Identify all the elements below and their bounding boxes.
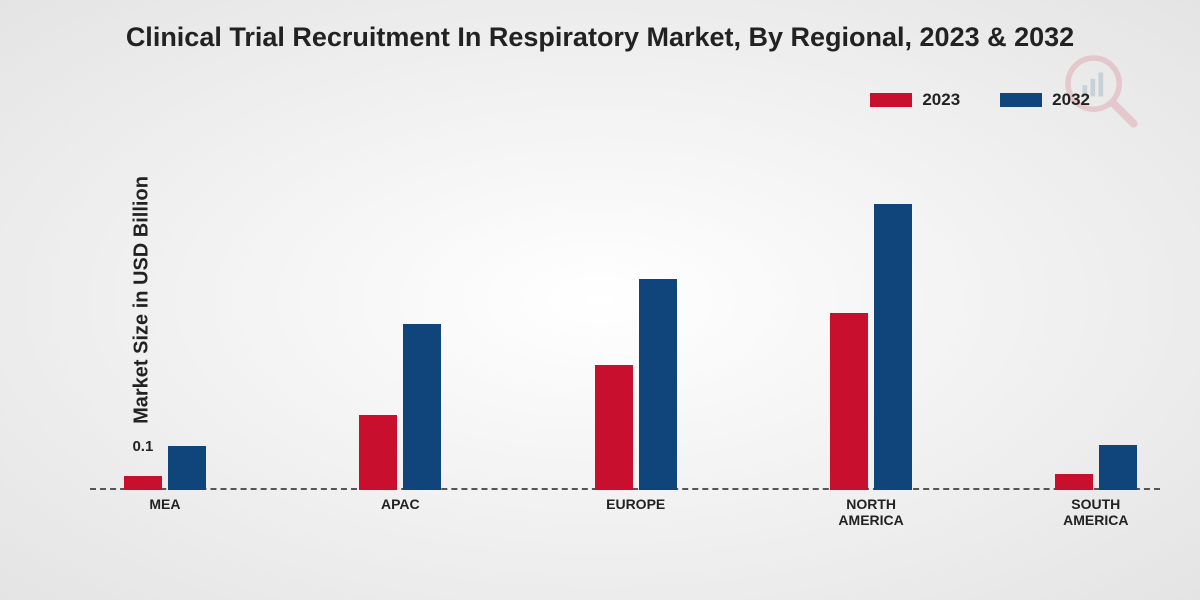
legend-item-2032: 2032 [1000, 90, 1090, 110]
legend-label-2032: 2032 [1052, 90, 1090, 110]
bar-group-na: NORTH AMERICA [830, 204, 912, 490]
bar-na-2023 [830, 313, 868, 490]
legend: 2023 2032 [870, 90, 1090, 110]
bar-apac-2032 [403, 324, 441, 490]
legend-swatch-2023 [870, 93, 912, 107]
bar-eu-2023 [595, 365, 633, 490]
legend-label-2023: 2023 [922, 90, 960, 110]
x-label-mea: MEA [149, 496, 180, 512]
value-label-mea-2023: 0.1 [132, 438, 153, 455]
bar-group-apac: APAC [359, 324, 441, 490]
bar-mea-2023 [124, 476, 162, 490]
bar-sa-2023 [1055, 474, 1093, 490]
x-label-apac: APAC [381, 496, 420, 512]
bar-apac-2023 [359, 415, 397, 490]
bar-sa-2032 [1099, 445, 1137, 490]
x-label-sa: SOUTH AMERICA [1063, 496, 1128, 528]
x-label-na: NORTH AMERICA [838, 496, 903, 528]
bar-mea-2032 [168, 446, 206, 490]
x-label-eu: EUROPE [606, 496, 665, 512]
legend-item-2023: 2023 [870, 90, 960, 110]
chart-title: Clinical Trial Recruitment In Respirator… [0, 22, 1200, 53]
legend-swatch-2032 [1000, 93, 1042, 107]
plot-area: MEAAPACEUROPENORTH AMERICASOUTH AMERICA0… [90, 150, 1160, 490]
bar-eu-2032 [639, 279, 677, 490]
bar-na-2032 [874, 204, 912, 490]
bar-group-eu: EUROPE [595, 279, 677, 490]
bar-group-sa: SOUTH AMERICA [1055, 445, 1137, 490]
